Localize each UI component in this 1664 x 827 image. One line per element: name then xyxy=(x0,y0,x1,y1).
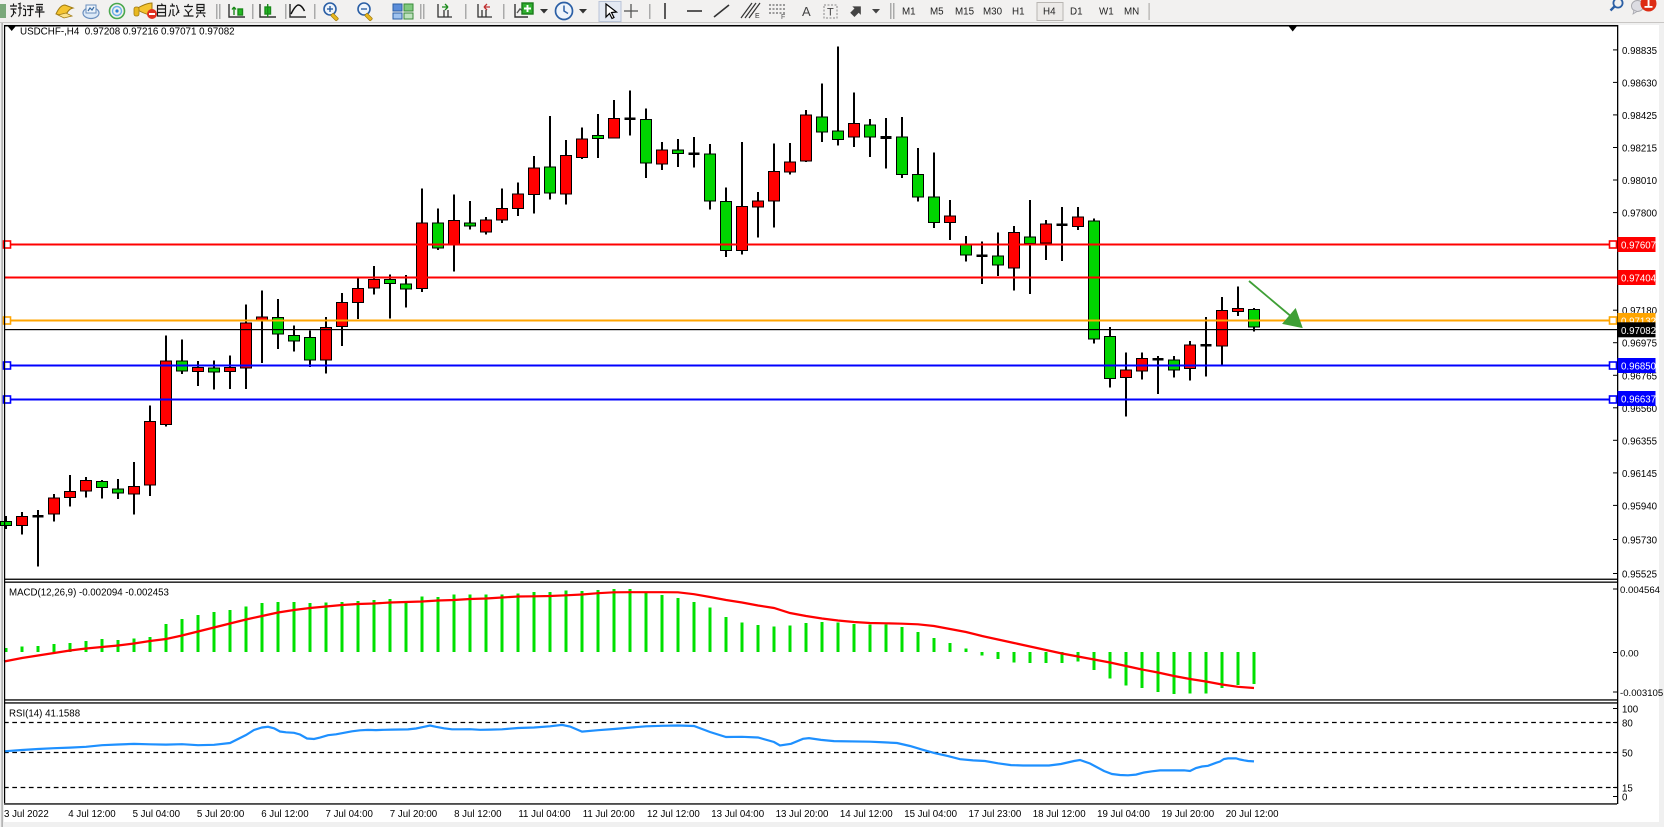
svg-text:T: T xyxy=(827,7,834,19)
svg-text:D1: D1 xyxy=(1070,7,1083,18)
svg-text:-0.003105: -0.003105 xyxy=(1620,688,1663,699)
svg-text:RSI(14) 41.1588: RSI(14) 41.1588 xyxy=(9,709,80,720)
svg-text:17 Jul 23:00: 17 Jul 23:00 xyxy=(969,809,1022,820)
svg-text:13 Jul 04:00: 13 Jul 04:00 xyxy=(711,809,764,820)
svg-text:0.97082: 0.97082 xyxy=(1621,326,1656,337)
svg-text:80: 80 xyxy=(1622,719,1633,730)
svg-text:F: F xyxy=(781,14,785,21)
svg-text:0.96850: 0.96850 xyxy=(1621,362,1657,373)
svg-text:12 Jul 12:00: 12 Jul 12:00 xyxy=(647,809,700,820)
svg-text:7 Jul 04:00: 7 Jul 04:00 xyxy=(326,809,374,820)
svg-text:14 Jul 12:00: 14 Jul 12:00 xyxy=(840,809,893,820)
svg-text:50: 50 xyxy=(1622,749,1633,760)
svg-text:E: E xyxy=(755,13,760,20)
svg-text:0.96637: 0.96637 xyxy=(1621,395,1656,406)
svg-text:11 Jul 04:00: 11 Jul 04:00 xyxy=(518,809,571,820)
svg-text:0.96355: 0.96355 xyxy=(1622,436,1657,447)
svg-text:0.97607: 0.97607 xyxy=(1621,241,1656,252)
svg-text:M30: M30 xyxy=(983,7,1003,18)
svg-text:0.98835: 0.98835 xyxy=(1622,46,1657,57)
svg-text:0.98425: 0.98425 xyxy=(1622,111,1657,122)
svg-text:0.98215: 0.98215 xyxy=(1622,144,1657,155)
svg-text:20 Jul 12:00: 20 Jul 12:00 xyxy=(1226,809,1279,820)
svg-text:0.96560: 0.96560 xyxy=(1622,404,1658,415)
svg-text:M15: M15 xyxy=(955,7,975,18)
svg-text:19 Jul 04:00: 19 Jul 04:00 xyxy=(1097,809,1150,820)
svg-text:0: 0 xyxy=(1622,793,1628,804)
svg-text:15 Jul 04:00: 15 Jul 04:00 xyxy=(904,809,957,820)
svg-text:19 Jul 20:00: 19 Jul 20:00 xyxy=(1161,809,1214,820)
svg-text:0.95940: 0.95940 xyxy=(1622,501,1658,512)
svg-text:13 Jul 20:00: 13 Jul 20:00 xyxy=(776,809,829,820)
svg-text:0.97132: 0.97132 xyxy=(1621,317,1656,328)
svg-text:0.00: 0.00 xyxy=(1620,649,1639,660)
svg-text:4 Jul 12:00: 4 Jul 12:00 xyxy=(68,809,116,820)
svg-text:7 Jul 20:00: 7 Jul 20:00 xyxy=(390,809,438,820)
svg-text:0.96765: 0.96765 xyxy=(1622,371,1657,382)
svg-text:M5: M5 xyxy=(930,7,944,18)
svg-text:0.98010: 0.98010 xyxy=(1622,176,1658,187)
svg-text:W1: W1 xyxy=(1099,7,1114,18)
svg-text:USDCHF-,H4 0.97208 0.97216 0.: USDCHF-,H4 0.97208 0.97216 0.97071 0.970… xyxy=(20,27,235,38)
svg-text:MN: MN xyxy=(1124,7,1139,18)
svg-text:0.97180: 0.97180 xyxy=(1622,306,1658,317)
svg-text:0.97800: 0.97800 xyxy=(1622,209,1658,220)
svg-text:18 Jul 12:00: 18 Jul 12:00 xyxy=(1033,809,1086,820)
svg-text:0.004564: 0.004564 xyxy=(1620,585,1661,596)
svg-text:M1: M1 xyxy=(902,7,916,18)
svg-text:6 Jul 12:00: 6 Jul 12:00 xyxy=(261,809,309,820)
svg-text:A: A xyxy=(802,4,811,19)
svg-text:5 Jul 20:00: 5 Jul 20:00 xyxy=(197,809,245,820)
svg-text:8 Jul 12:00: 8 Jul 12:00 xyxy=(454,809,502,820)
svg-text:0.97404: 0.97404 xyxy=(1621,274,1657,285)
svg-text:0.96145: 0.96145 xyxy=(1622,469,1657,480)
svg-text:H4: H4 xyxy=(1043,7,1056,18)
svg-text:0.95525: 0.95525 xyxy=(1622,570,1657,581)
svg-text:3 Jul 2022: 3 Jul 2022 xyxy=(4,809,49,820)
svg-text:100: 100 xyxy=(1622,705,1639,716)
svg-text:15: 15 xyxy=(1622,784,1633,795)
svg-text:0.96975: 0.96975 xyxy=(1622,339,1657,350)
svg-text:11 Jul 20:00: 11 Jul 20:00 xyxy=(583,809,636,820)
svg-text:0.95730: 0.95730 xyxy=(1622,536,1658,547)
svg-text:0.98630: 0.98630 xyxy=(1622,78,1658,89)
svg-text:5 Jul 04:00: 5 Jul 04:00 xyxy=(133,809,181,820)
svg-text:H1: H1 xyxy=(1012,7,1025,18)
svg-text:MACD(12,26,9) -0.002094 -0.002: MACD(12,26,9) -0.002094 -0.002453 xyxy=(9,588,169,599)
